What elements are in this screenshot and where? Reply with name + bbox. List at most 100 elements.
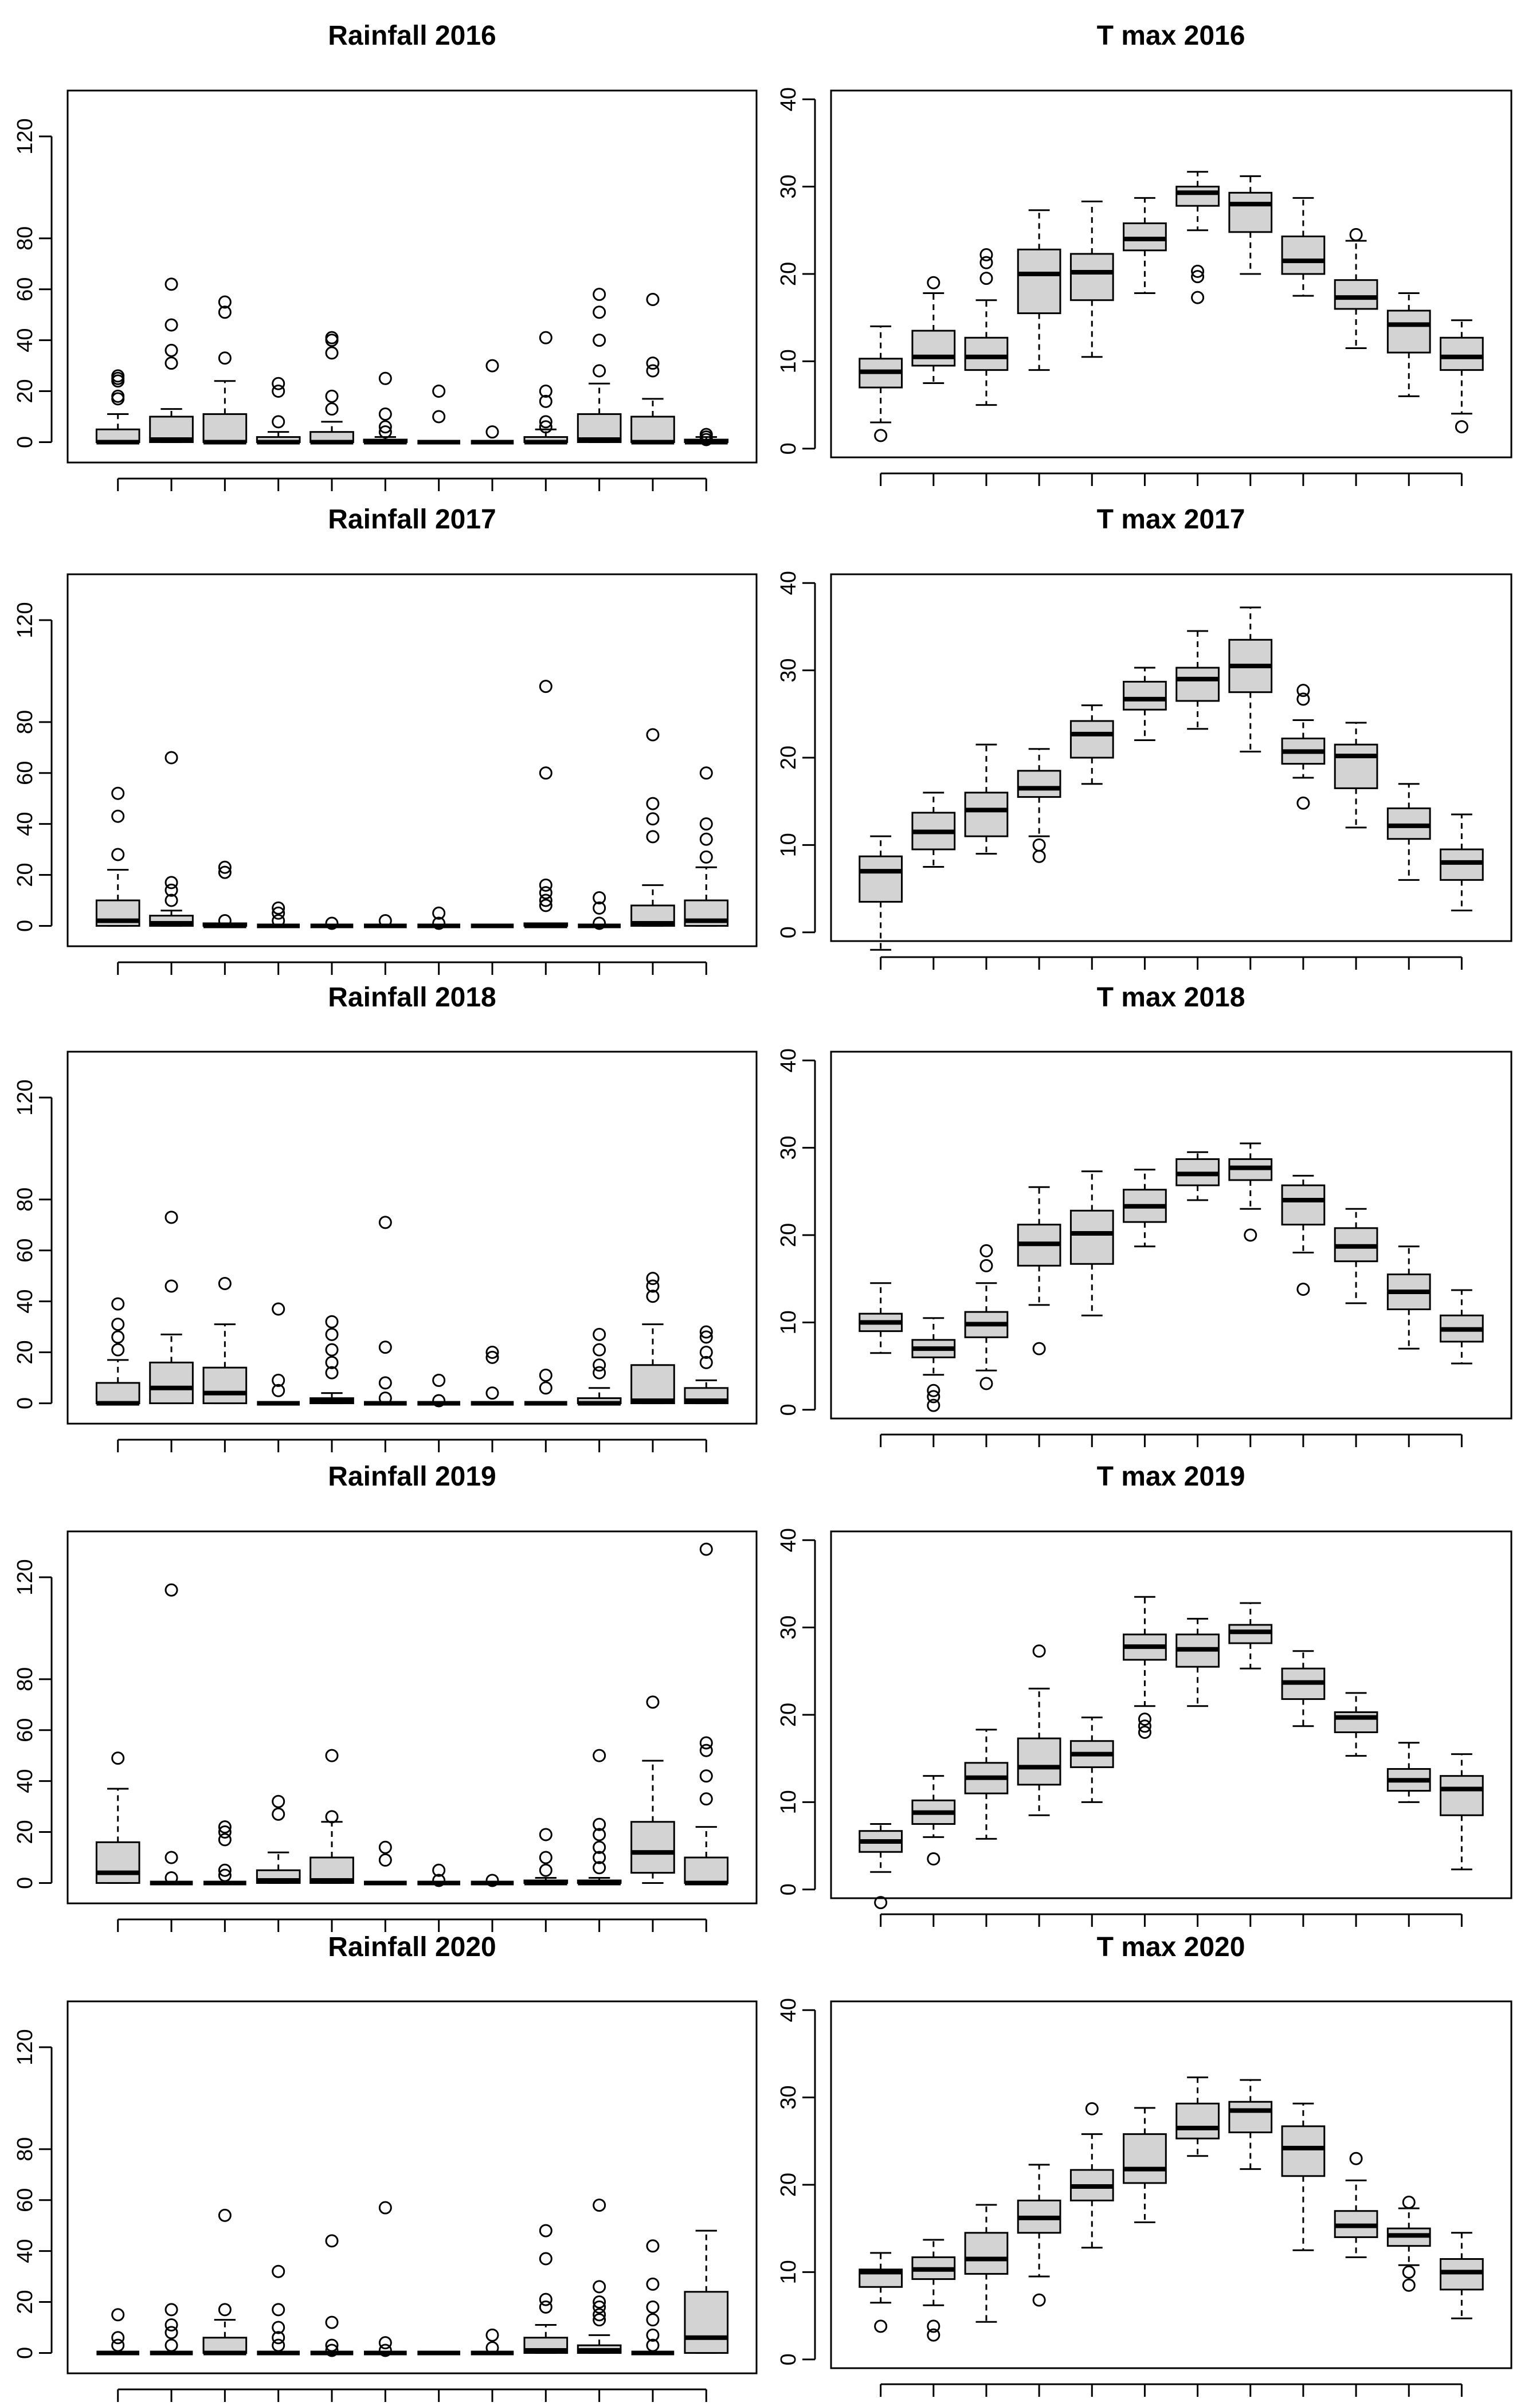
outlier-point (699, 1743, 713, 1757)
box-month-5 (1069, 2102, 1114, 2249)
box-month-9 (1281, 2102, 1326, 2251)
outlier-point (218, 914, 232, 928)
iqr-box (1123, 680, 1167, 711)
box-month-1 (95, 369, 140, 445)
outlier-point (874, 1896, 888, 1910)
outlier-point (874, 2319, 888, 2333)
panel-rainfall-2020: Rainfall 2020 0 20 40 60 80 120 (13, 1932, 758, 2402)
box-month-3 (202, 860, 248, 928)
outlier-point (432, 410, 446, 424)
outlier-point (593, 2295, 606, 2309)
outlier-point (218, 305, 232, 319)
outlier-point (164, 2318, 178, 2332)
box-month-6 (1123, 197, 1167, 295)
iqr-box (95, 1841, 140, 1884)
chart-title: T max 2017 (1097, 504, 1245, 535)
panel-tmax-2020: T max 2020 0 10 20 30 40 (777, 1932, 1512, 2397)
box-month-2 (911, 1775, 956, 1866)
outlier-point (539, 680, 552, 693)
y-tick-label: 120 (13, 1079, 37, 1115)
chart-title: T max 2018 (1097, 982, 1245, 1013)
outlier-point (111, 848, 125, 861)
box-month-5 (309, 1315, 354, 1404)
box-month-9 (1281, 197, 1326, 297)
y-tick-label: 0 (13, 1877, 37, 1889)
outlier-point (699, 1330, 713, 1344)
box-month-3 (964, 743, 1009, 855)
box-month-7 (1175, 1617, 1220, 1707)
box-month-2 (911, 1317, 956, 1412)
box-month-5 (1069, 1717, 1114, 1803)
outlier-point (593, 1343, 606, 1357)
y-tick-label: 40 (777, 87, 801, 111)
box-month-11 (630, 1695, 675, 1884)
outlier-point (699, 428, 713, 441)
outlier-point (218, 1277, 232, 1291)
outlier-point (539, 1828, 552, 1841)
outlier-point (593, 1358, 606, 1372)
outlier-point (164, 343, 178, 357)
outlier-point (485, 425, 499, 439)
box-month-1 (859, 2252, 903, 2333)
chart-title: Rainfall 2016 (328, 21, 496, 51)
outlier-point (111, 2331, 125, 2345)
box-month-11 (630, 293, 675, 445)
box-month-1 (859, 1282, 903, 1354)
outlier-point (111, 2308, 125, 2322)
box-month-4 (257, 901, 300, 928)
box-month-11 (1386, 292, 1431, 397)
iqr-box (1175, 186, 1220, 207)
box-month-7 (1175, 1151, 1220, 1201)
box-month-8 (1228, 175, 1273, 275)
box-month-8 (471, 2328, 514, 2356)
outlier-point (539, 331, 552, 344)
outlier-point (927, 1390, 941, 1404)
outlier-point (927, 2319, 941, 2333)
outlier-point (378, 2201, 392, 2215)
outlier-point (539, 878, 552, 892)
box-month-2 (150, 1583, 193, 1886)
iqr-box (1175, 2102, 1220, 2139)
outlier-point (325, 1315, 339, 1329)
plot-frame (66, 573, 758, 947)
outlier-point (593, 364, 606, 378)
outlier-point (1349, 228, 1363, 241)
y-tick-label: 0 (777, 926, 801, 938)
box-month-10 (577, 2199, 622, 2354)
box-month-8 (1228, 1602, 1273, 1670)
outlier-point (699, 1769, 713, 1783)
plot-frame (66, 1530, 758, 1905)
outlier-point (646, 1290, 660, 1303)
iqr-box (202, 413, 248, 443)
outlier-point (325, 402, 339, 416)
outlier-point (927, 2328, 941, 2342)
chart-title: Rainfall 2018 (328, 982, 496, 1013)
outlier-point (646, 2313, 660, 2327)
y-tick-label: 40 (777, 1998, 801, 2022)
outlier-point (979, 248, 993, 261)
box-month-2 (149, 1210, 194, 1404)
outlier-point (593, 1861, 606, 1875)
outlier-point (111, 369, 125, 383)
outlier-point (325, 2338, 339, 2352)
y-tick-label: 80 (13, 710, 37, 734)
panel-rainfall-2017: Rainfall 2017 0 20 40 60 80 120 (13, 504, 758, 975)
outlier-point (646, 812, 660, 826)
iqr-box (202, 1366, 248, 1404)
box-month-12 (684, 428, 729, 446)
box-month-11 (630, 1272, 675, 1404)
plot-frame (830, 1051, 1512, 1420)
outlier-point (593, 1327, 606, 1341)
box-month-9 (523, 1828, 569, 1886)
outlier-point (218, 351, 232, 365)
outlier-point (593, 916, 606, 930)
box-month-5 (310, 916, 354, 930)
outlier-point (927, 1384, 941, 1397)
outlier-point (164, 883, 178, 897)
outlier-point (378, 914, 392, 928)
iqr-box (1069, 720, 1114, 759)
outlier-point (646, 293, 660, 307)
outlier-point (164, 1851, 178, 1864)
outlier-point (646, 356, 660, 370)
